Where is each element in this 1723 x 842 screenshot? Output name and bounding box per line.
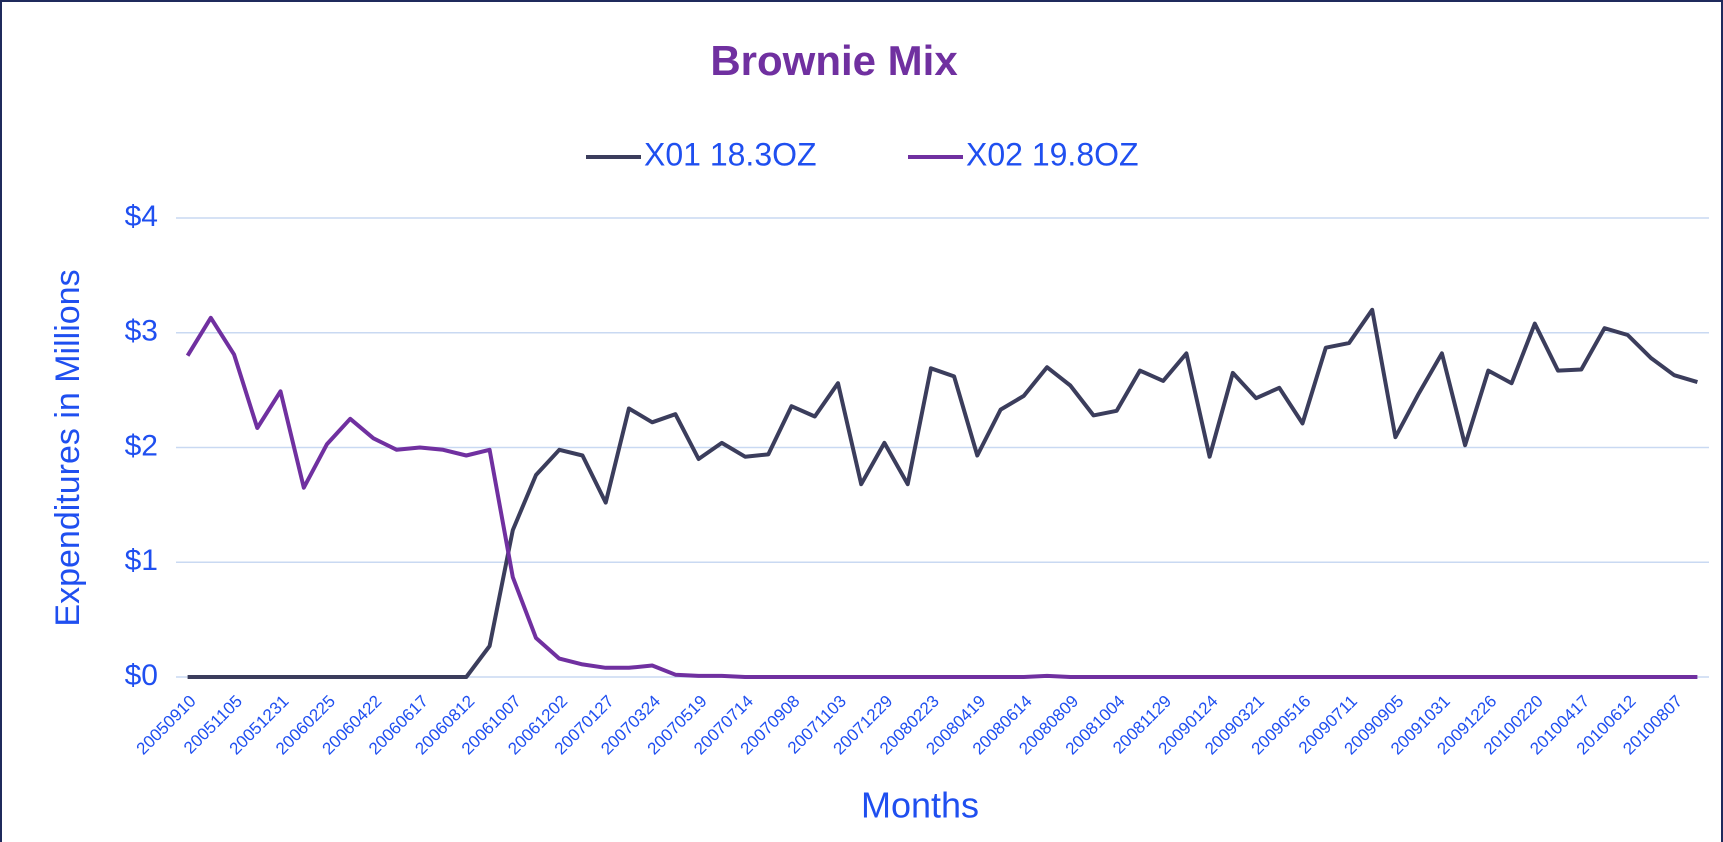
y-tick-label: $3 — [125, 315, 158, 348]
y-axis-title: Expenditures in Millions — [49, 269, 87, 626]
y-tick-label: $4 — [125, 200, 158, 233]
legend-label: X01 18.3OZ — [644, 136, 817, 172]
legend-label: X02 19.8OZ — [966, 136, 1139, 172]
y-tick-label: $2 — [125, 429, 158, 462]
series-line — [187, 307, 1698, 679]
x-axis-title: Months — [861, 785, 979, 826]
chart-title: Brownie Mix — [710, 37, 958, 84]
y-tick-label: $1 — [125, 544, 158, 577]
series-line — [185, 315, 1698, 679]
y-tick-label: $0 — [125, 659, 158, 692]
